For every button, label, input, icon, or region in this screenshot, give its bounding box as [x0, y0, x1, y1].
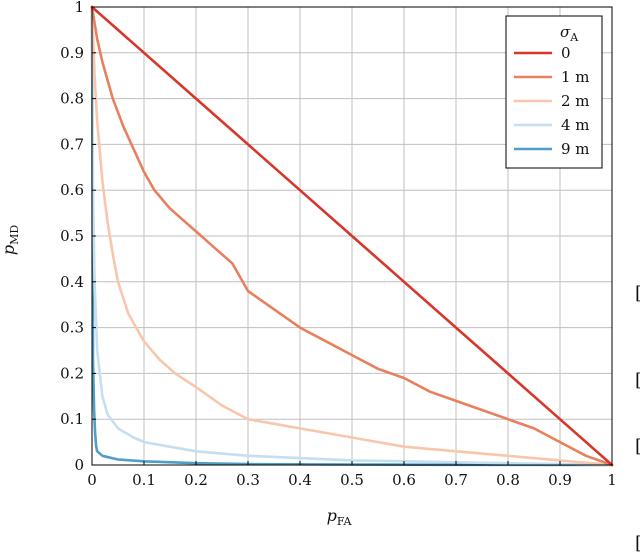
edge-glyph: [ [635, 370, 640, 391]
x-tick-label: 0.7 [444, 471, 468, 489]
x-tick-label: 0.8 [496, 471, 520, 489]
edge-glyph: [ [635, 533, 640, 552]
y-tick-label: 0.5 [60, 227, 84, 245]
y-tick-label: 0.4 [60, 273, 84, 291]
series-line [90, 5, 614, 467]
y-axis-label: pMD [0, 225, 21, 256]
series-line [90, 5, 614, 467]
series-line [90, 5, 614, 467]
y-tick-label: 0.6 [60, 181, 84, 199]
y-tick-label: 0 [74, 456, 84, 474]
x-tick-label: 0.4 [288, 471, 312, 489]
x-tick-label: 1 [607, 471, 617, 489]
legend-title: σA [560, 23, 579, 44]
x-tick-label: 0 [87, 471, 97, 489]
legend-label: 1 m [561, 68, 590, 86]
legend-label: 0 [561, 44, 571, 62]
ticks [91, 6, 613, 466]
edge-glyph: [ [635, 283, 640, 304]
x-tick-label: 0.5 [340, 471, 364, 489]
edge-glyph: [ [635, 436, 640, 457]
tick-labels: 0 0.1 0.2 0.3 0.4 0.5 0.6 0.7 0.8 0.9 1 0 0.1 0.2 0.3 0… [60, 0, 617, 489]
series-line [90, 5, 614, 467]
y-tick-label: 1 [74, 0, 84, 16]
x-tick-label: 0.2 [184, 471, 208, 489]
y-tick-label: 0.9 [60, 44, 84, 62]
y-tick-label: 0.3 [60, 319, 84, 337]
y-tick-label: 0.8 [60, 90, 84, 108]
x-tick-label: 0.3 [236, 471, 260, 489]
legend-label: 9 m [561, 140, 590, 158]
y-tick-label: 0.7 [60, 135, 84, 153]
legend-label: 4 m [561, 116, 590, 134]
x-tick-label: 0.9 [548, 471, 572, 489]
x-tick-label: 0.6 [392, 471, 416, 489]
legend-label: 2 m [561, 92, 590, 110]
x-axis-label: pFA [327, 506, 353, 528]
y-tick-label: 0.2 [60, 364, 84, 382]
legend-items: 0 1 m 2 m 4 m 9 m [514, 44, 590, 158]
y-tick-label: 0.1 [60, 410, 84, 428]
x-tick-label: 0.1 [132, 471, 156, 489]
legend: σA 0 1 m 2 m 4 m 9 m [505, 15, 603, 169]
legend-box [505, 15, 603, 169]
series-layer [90, 5, 614, 467]
